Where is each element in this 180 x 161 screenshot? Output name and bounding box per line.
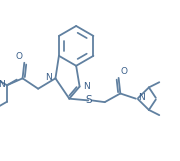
Text: N: N [0,80,4,89]
Text: N: N [83,81,90,90]
Text: O: O [15,52,22,61]
Text: O: O [121,67,128,76]
Text: S: S [85,95,92,105]
Text: N: N [45,73,52,82]
Text: N: N [138,94,145,103]
